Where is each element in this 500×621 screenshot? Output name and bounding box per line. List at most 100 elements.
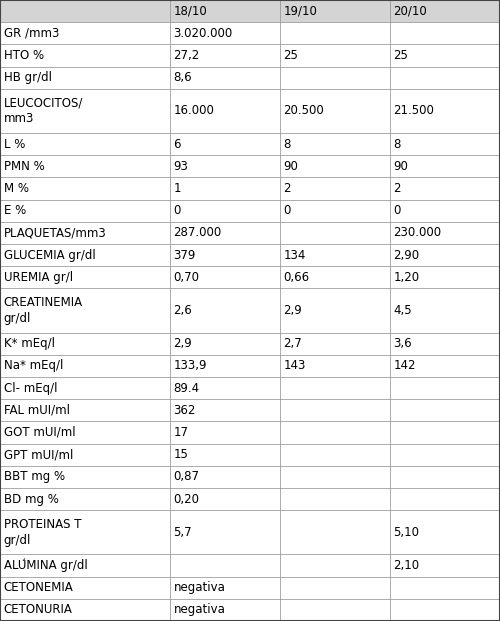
Text: 15: 15 (174, 448, 188, 461)
Bar (0, 44, 170, 66)
Bar (170, 178, 280, 199)
Text: 18/10: 18/10 (174, 4, 208, 17)
Text: 89.4: 89.4 (174, 382, 200, 394)
Bar (390, 377, 500, 399)
Bar (390, 89, 500, 133)
Bar (170, 399, 280, 422)
Text: 3.020.000: 3.020.000 (174, 27, 233, 40)
Bar (280, 399, 390, 422)
Bar (280, 44, 390, 66)
Text: BBT mg %: BBT mg % (4, 470, 64, 483)
Text: GPT mUI/ml: GPT mUI/ml (4, 448, 73, 461)
Bar (390, 155, 500, 178)
Text: 16.000: 16.000 (174, 104, 214, 117)
Bar (170, 22, 280, 44)
Text: 93: 93 (174, 160, 188, 173)
Text: 0,87: 0,87 (174, 470, 200, 483)
Text: GOT mUI/ml: GOT mUI/ml (4, 426, 75, 439)
Bar (0, 199, 170, 222)
Text: 134: 134 (284, 248, 306, 261)
Bar (170, 155, 280, 178)
Text: 5,7: 5,7 (174, 526, 192, 539)
Bar (170, 44, 280, 66)
Bar (390, 44, 500, 66)
Bar (170, 222, 280, 244)
Text: 17: 17 (174, 426, 188, 439)
Bar (280, 266, 390, 288)
Text: M %: M % (4, 182, 28, 195)
Text: 133,9: 133,9 (174, 360, 207, 373)
Bar (390, 355, 500, 377)
Text: 1,20: 1,20 (394, 271, 419, 284)
Bar (0, 510, 170, 555)
Bar (0, 244, 170, 266)
Text: 27,2: 27,2 (174, 49, 200, 62)
Text: FAL mUI/ml: FAL mUI/ml (4, 404, 70, 417)
Text: GLUCEMIA gr/dl: GLUCEMIA gr/dl (4, 248, 95, 261)
Bar (390, 22, 500, 44)
Text: negativa: negativa (174, 581, 226, 594)
Bar (390, 599, 500, 621)
Text: 0,70: 0,70 (174, 271, 200, 284)
Bar (170, 577, 280, 599)
Bar (170, 510, 280, 555)
Text: 379: 379 (174, 248, 196, 261)
Bar (280, 244, 390, 266)
Bar (170, 422, 280, 443)
Bar (170, 266, 280, 288)
Bar (280, 0, 390, 22)
Text: L %: L % (4, 138, 25, 151)
Bar (280, 155, 390, 178)
Bar (390, 555, 500, 577)
Bar (390, 222, 500, 244)
Text: BD mg %: BD mg % (4, 492, 58, 505)
Text: 0,20: 0,20 (174, 492, 200, 505)
Text: 2,9: 2,9 (284, 304, 302, 317)
Text: HTO %: HTO % (4, 49, 43, 62)
Bar (390, 333, 500, 355)
Text: 287.000: 287.000 (174, 227, 222, 239)
Bar (170, 466, 280, 488)
Text: negativa: negativa (174, 604, 226, 617)
Text: CETONURIA: CETONURIA (4, 604, 72, 617)
Text: 2,6: 2,6 (174, 304, 193, 317)
Bar (280, 443, 390, 466)
Text: K* mEq/l: K* mEq/l (4, 337, 54, 350)
Bar (390, 66, 500, 89)
Bar (0, 22, 170, 44)
Bar (280, 488, 390, 510)
Bar (170, 355, 280, 377)
Bar (280, 355, 390, 377)
Text: E %: E % (4, 204, 26, 217)
Bar (390, 133, 500, 155)
Bar (0, 178, 170, 199)
Text: Cl- mEq/l: Cl- mEq/l (4, 382, 57, 394)
Bar (170, 288, 280, 333)
Bar (0, 466, 170, 488)
Bar (0, 422, 170, 443)
Bar (280, 333, 390, 355)
Text: 19/10: 19/10 (284, 4, 318, 17)
Text: 0,66: 0,66 (284, 271, 310, 284)
Text: 2,90: 2,90 (394, 248, 419, 261)
Bar (0, 333, 170, 355)
Text: 90: 90 (394, 160, 408, 173)
Text: 2: 2 (284, 182, 291, 195)
Bar (280, 377, 390, 399)
Text: 1: 1 (174, 182, 181, 195)
Text: 0: 0 (174, 204, 181, 217)
Bar (170, 66, 280, 89)
Bar (170, 133, 280, 155)
Bar (170, 244, 280, 266)
Bar (280, 89, 390, 133)
Text: 21.500: 21.500 (394, 104, 434, 117)
Bar (170, 555, 280, 577)
Text: CETONEMIA: CETONEMIA (4, 581, 73, 594)
Text: UREMIA gr/l: UREMIA gr/l (4, 271, 72, 284)
Bar (170, 443, 280, 466)
Bar (280, 178, 390, 199)
Bar (0, 266, 170, 288)
Bar (390, 178, 500, 199)
Bar (0, 133, 170, 155)
Bar (390, 488, 500, 510)
